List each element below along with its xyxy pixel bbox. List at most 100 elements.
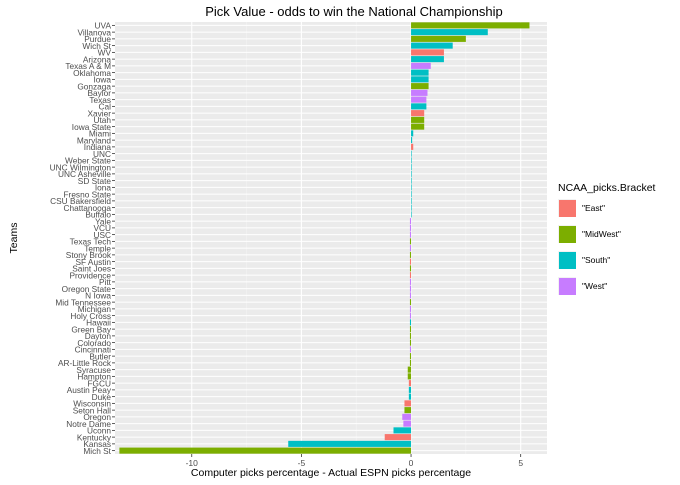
bar — [404, 400, 412, 407]
y-tick-label: Austin Peay — [67, 385, 112, 395]
bar — [409, 224, 412, 231]
bar — [409, 292, 412, 299]
y-tick-label: Notre Dame — [66, 419, 111, 429]
bar — [409, 238, 412, 245]
y-tick-label: Kentucky — [77, 432, 112, 442]
x-tick-label: -5 — [298, 458, 306, 468]
bar — [411, 35, 466, 42]
legend-key-east — [558, 199, 576, 217]
legend-item-midwest: "MidWest" — [558, 222, 678, 246]
bar — [409, 218, 412, 225]
bar — [411, 83, 429, 90]
legend-label-south: "South" — [582, 255, 611, 265]
y-tick-label: VCU — [93, 223, 111, 233]
y-tick-label: Providence — [69, 270, 111, 280]
y-tick-label: Fresno State — [63, 189, 111, 199]
bar — [411, 197, 412, 204]
bar — [411, 143, 414, 150]
y-tick-label: SD State — [78, 176, 112, 186]
bar — [411, 130, 414, 137]
y-tick-label: Wisconsin — [73, 399, 111, 409]
bar — [411, 56, 444, 63]
bar — [119, 447, 412, 454]
bar — [409, 359, 412, 366]
y-tick-label: Texas Tech — [70, 237, 112, 247]
y-tick-label: Stony Brook — [66, 250, 112, 260]
y-tick-label: Holy Cross — [70, 311, 111, 321]
y-tick-label: Mid Tennessee — [55, 297, 111, 307]
y-tick-label: Kansas — [83, 439, 111, 449]
y-tick-label: Iona — [95, 183, 112, 193]
bar — [411, 164, 412, 171]
bar — [411, 177, 412, 184]
y-tick-label: Colorado — [77, 338, 111, 348]
bar — [411, 69, 429, 76]
x-tick-label: 5 — [518, 458, 523, 468]
y-tick-label: Oregon — [83, 412, 111, 422]
bar — [409, 278, 412, 285]
plot-background — [115, 22, 547, 454]
y-tick-label: Butler — [89, 351, 111, 361]
bar — [411, 204, 412, 211]
bar — [403, 420, 412, 427]
y-tick-label: Mich St — [83, 446, 111, 456]
bars — [119, 22, 530, 454]
bar — [408, 386, 412, 393]
bar — [411, 211, 412, 218]
bar — [411, 137, 413, 144]
bar — [411, 123, 425, 130]
bar — [407, 366, 412, 373]
y-tick-label: Green Bay — [71, 324, 112, 334]
y-tick-label: Buffalo — [85, 210, 111, 220]
y-tick-label: Oklahoma — [73, 68, 111, 78]
y-tick-label: Duke — [92, 392, 112, 402]
bar — [408, 380, 412, 387]
bar — [407, 373, 412, 380]
bar — [409, 312, 412, 319]
x-axis-label: Computer picks percentage - Actual ESPN … — [191, 467, 471, 479]
bar — [409, 326, 412, 333]
y-tick-label: Pitt — [99, 277, 112, 287]
bar — [411, 191, 412, 198]
bar — [409, 319, 412, 326]
bar — [411, 170, 412, 177]
bar — [409, 339, 412, 346]
y-tick-label: Texas A & M — [65, 61, 111, 71]
y-tick-label: UNC — [93, 149, 111, 159]
y-tick-label: Villanova — [77, 27, 111, 37]
y-tick-label: Hampton — [77, 372, 111, 382]
x-tick-label: -10 — [186, 458, 199, 468]
bar — [404, 407, 412, 414]
legend-key-west — [558, 277, 576, 295]
bar — [411, 62, 431, 69]
y-tick-label: CSU Bakersfield — [50, 196, 111, 206]
bar — [411, 150, 412, 157]
bar — [409, 272, 412, 279]
bar — [288, 440, 412, 447]
y-tick-label: Purdue — [84, 34, 111, 44]
y-tick-label: Saint Joes — [72, 264, 111, 274]
y-tick-label: UNC Wilmington — [50, 162, 112, 172]
y-tick-label: Wich St — [82, 41, 111, 51]
legend-title: NCAA_picks.Bracket — [558, 182, 656, 194]
x-tick-labels: -10 -5 0 5 — [186, 454, 523, 468]
legend-label-west: "West" — [582, 281, 608, 291]
bar — [411, 22, 530, 29]
bar — [411, 42, 453, 49]
chart-title: Pick Value - odds to win the National Ch… — [205, 4, 502, 19]
bar — [409, 251, 412, 258]
y-tick-label: Baylor — [87, 88, 111, 98]
y-tick-label: Dayton — [85, 331, 112, 341]
bar — [409, 245, 412, 252]
y-tick-label: USC — [93, 230, 111, 240]
y-tick-label: Arizona — [83, 54, 112, 64]
legend-item-east: "East" — [558, 196, 678, 220]
y-tick-label: Chattanooga — [63, 203, 111, 213]
bar — [409, 305, 412, 312]
y-tick-label: Uconn — [87, 426, 111, 436]
y-tick-label: AR-Little Rock — [58, 358, 112, 368]
bar — [411, 103, 427, 110]
y-tick-label: Maryland — [77, 135, 112, 145]
y-tick-label: Michigan — [78, 304, 112, 314]
legend-item-south: "South" — [558, 248, 678, 272]
